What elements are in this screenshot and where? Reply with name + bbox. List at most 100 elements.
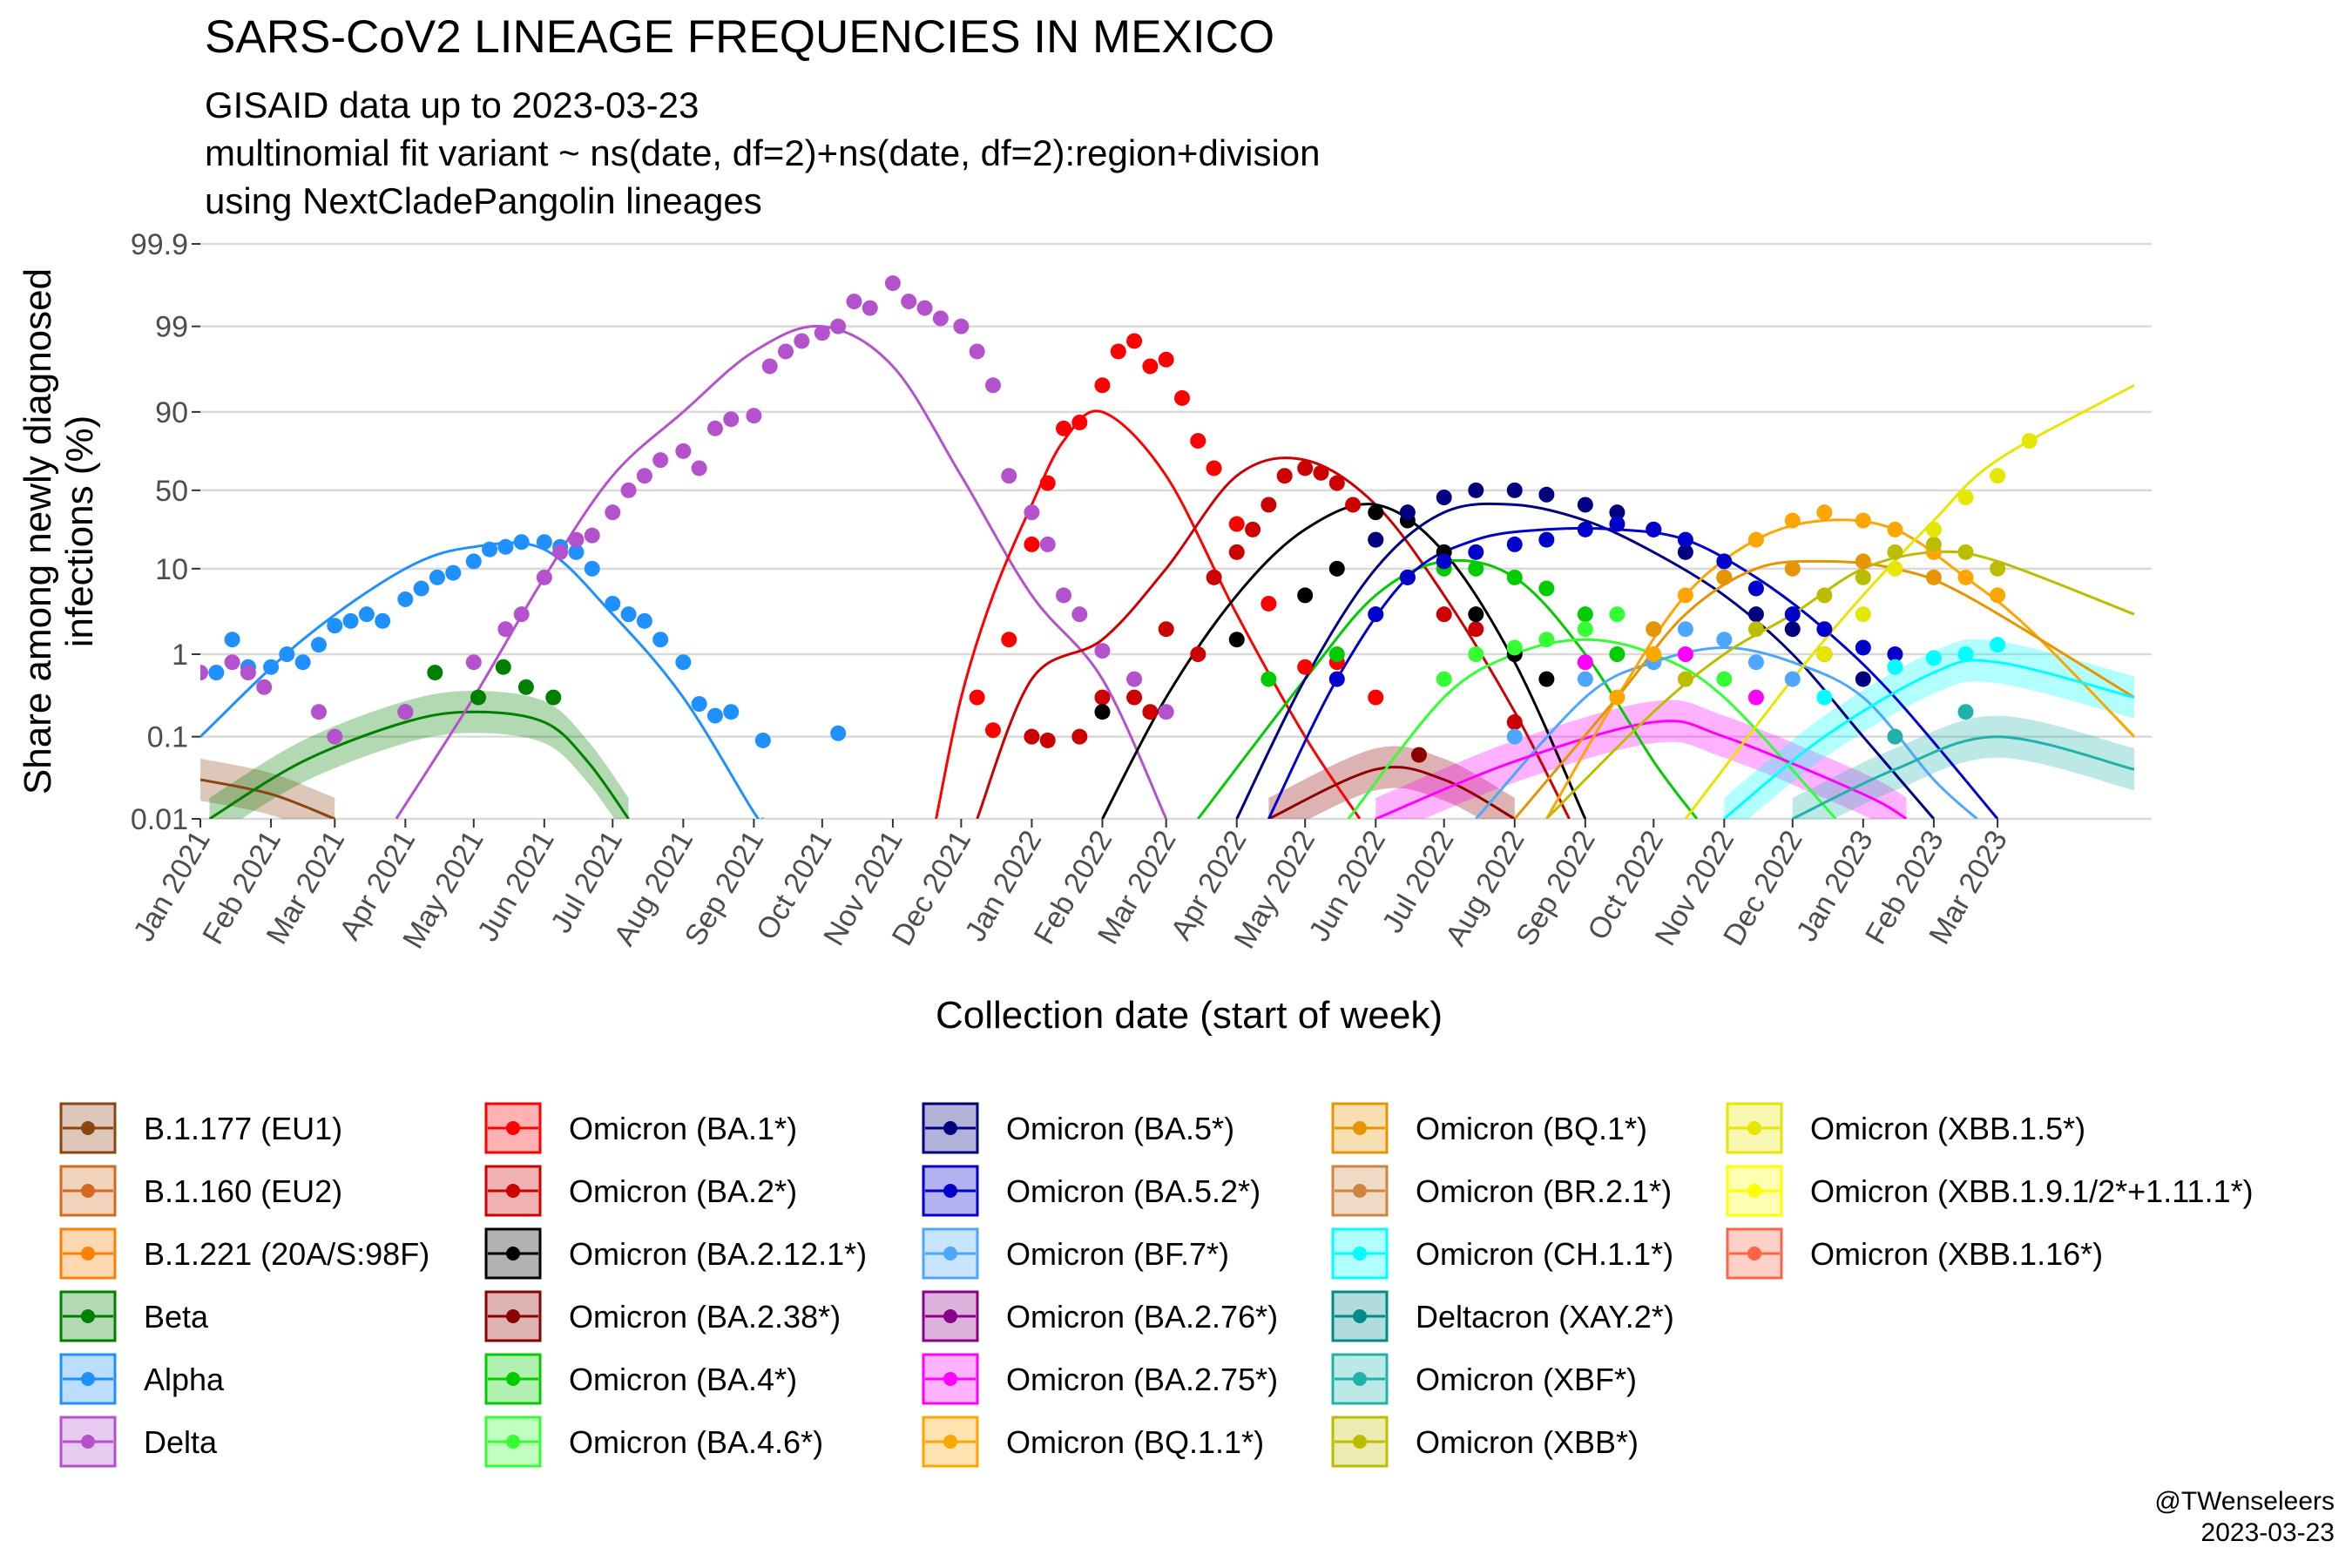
point-omicron-ba-2-12-1 bbox=[1297, 587, 1314, 604]
point-alpha bbox=[208, 665, 225, 681]
point-omicron-ba-2 bbox=[1328, 475, 1345, 491]
point-omicron-ba-5 bbox=[1538, 486, 1555, 503]
point-omicron-ba-4-6 bbox=[1506, 639, 1523, 656]
point-omicron-ba-4 bbox=[1468, 560, 1484, 577]
point-delta bbox=[1071, 606, 1088, 623]
point-omicron-ba-1 bbox=[1142, 358, 1159, 375]
point-omicron-ba-1 bbox=[1158, 351, 1174, 368]
point-omicron-ba-5-2 bbox=[1538, 531, 1555, 548]
legend-item: Deltacron (XAY.2*) bbox=[1331, 1290, 1674, 1342]
point-delta bbox=[1001, 468, 1017, 484]
legend-item: Alpha bbox=[59, 1353, 225, 1405]
point-delta bbox=[200, 665, 208, 681]
point-alpha bbox=[620, 606, 637, 623]
point-delta bbox=[605, 504, 621, 521]
point-omicron-ba-1 bbox=[969, 689, 985, 706]
point-alpha bbox=[263, 659, 280, 675]
legend-key-point bbox=[1353, 1184, 1367, 1198]
point-omicron-xbb bbox=[1747, 621, 1764, 638]
point-omicron-ba-5-2 bbox=[1368, 606, 1384, 623]
legend-label: Omicron (BQ.1.1*) bbox=[1006, 1424, 1264, 1460]
point-omicron-bq-1-1 bbox=[1957, 569, 1974, 585]
point-alpha bbox=[429, 569, 445, 585]
point-alpha bbox=[465, 553, 482, 570]
point-delta bbox=[723, 411, 740, 428]
legend-label: Deltacron (XAY.2*) bbox=[1416, 1299, 1674, 1335]
point-beta bbox=[495, 659, 511, 675]
point-omicron-ba-2 bbox=[1228, 544, 1245, 560]
point-delta bbox=[794, 333, 810, 349]
point-alpha bbox=[691, 696, 707, 713]
legend-item: Omicron (BA.5.2*) bbox=[922, 1165, 1260, 1217]
point-omicron-ba-4-6 bbox=[1436, 671, 1452, 687]
point-alpha bbox=[830, 725, 847, 741]
point-alpha bbox=[754, 732, 771, 748]
point-delta bbox=[1024, 504, 1040, 521]
legend-key-point bbox=[943, 1435, 957, 1449]
point-omicron-ba-5-2 bbox=[1855, 639, 1871, 656]
point-omicron-bq-1-1 bbox=[1816, 504, 1833, 521]
point-delta bbox=[310, 704, 327, 720]
point-omicron-bq-1 bbox=[1855, 553, 1871, 570]
legend-item: B.1.221 (20A/S:98F) bbox=[59, 1227, 429, 1280]
point-omicron-ba-2 bbox=[1436, 606, 1452, 623]
point-delta bbox=[552, 544, 569, 560]
point-delta bbox=[536, 569, 552, 585]
point-omicron-ba-1 bbox=[1206, 460, 1222, 476]
band-beta bbox=[209, 691, 629, 819]
point-omicron-ba-1 bbox=[1039, 475, 1056, 491]
point-omicron-ba-4 bbox=[1609, 646, 1625, 663]
point-omicron-xbf bbox=[1957, 704, 1974, 720]
legend-label: Omicron (XBF*) bbox=[1416, 1362, 1637, 1397]
point-alpha bbox=[294, 654, 311, 671]
point-omicron-ba-4 bbox=[1328, 646, 1345, 663]
point-omicron-bq-1-1 bbox=[1855, 512, 1871, 529]
point-omicron-xbb-1-5 bbox=[1957, 490, 1974, 506]
fit-line-b-1-177-eu1 bbox=[200, 778, 335, 819]
point-omicron-ba-5-2 bbox=[1436, 553, 1452, 570]
legend-item: Omicron (BA.2.76*) bbox=[922, 1290, 1278, 1342]
point-delta bbox=[691, 460, 707, 476]
point-alpha bbox=[675, 654, 692, 671]
point-omicron-ba-5-2 bbox=[1887, 646, 1903, 663]
point-omicron-ba-1 bbox=[1024, 536, 1040, 552]
point-omicron-ba-2-12-1 bbox=[1368, 504, 1384, 521]
point-omicron-ba-2 bbox=[1245, 521, 1261, 537]
point-omicron-ba-2 bbox=[1158, 621, 1174, 638]
point-omicron-ba-1 bbox=[1173, 389, 1190, 406]
point-omicron-xbb-1-5 bbox=[1990, 468, 2006, 484]
point-omicron-ba-2 bbox=[1094, 689, 1111, 706]
point-omicron-ch-1-1 bbox=[1957, 646, 1974, 663]
point-omicron-ba-4-6 bbox=[1538, 632, 1555, 648]
point-omicron-ch-1-1 bbox=[1816, 689, 1833, 706]
point-omicron-ba-1 bbox=[1094, 377, 1111, 394]
fit-line-omicron-bf-7 bbox=[1475, 645, 1978, 819]
point-omicron-bq-1-1 bbox=[1747, 531, 1764, 548]
point-omicron-ba-4 bbox=[1577, 606, 1593, 623]
legend-label: Omicron (BF.7*) bbox=[1006, 1236, 1229, 1272]
point-alpha bbox=[279, 646, 295, 663]
point-alpha bbox=[706, 707, 723, 724]
legend-label: Omicron (BA.4*) bbox=[569, 1362, 797, 1397]
point-alpha bbox=[605, 595, 621, 612]
legend-key-point bbox=[506, 1309, 520, 1323]
band-omicron-ba-2-38 bbox=[1268, 746, 1515, 819]
legend-item: Omicron (BA.1*) bbox=[484, 1102, 797, 1154]
point-omicron-ba-2-12-1 bbox=[1328, 560, 1345, 577]
chart-title: SARS-CoV2 LINEAGE FREQUENCIES IN MEXICO bbox=[205, 11, 1274, 63]
point-delta bbox=[830, 318, 847, 335]
point-omicron-ba-4-6 bbox=[1577, 621, 1593, 638]
point-alpha bbox=[652, 632, 669, 648]
point-delta bbox=[584, 527, 600, 544]
point-omicron-bq-1-1 bbox=[1990, 587, 2006, 604]
point-delta bbox=[1094, 643, 1111, 659]
legend-key-point bbox=[943, 1184, 957, 1198]
legend-item: Omicron (BA.4*) bbox=[484, 1353, 797, 1405]
point-omicron-ba-2-12-1 bbox=[1228, 632, 1245, 648]
legend-label: Beta bbox=[144, 1299, 209, 1335]
band-omicron-ch-1-1 bbox=[1724, 639, 2134, 819]
legend-item: Omicron (BA.2*) bbox=[484, 1165, 797, 1217]
point-omicron-ba-5 bbox=[1747, 606, 1764, 623]
point-alpha bbox=[375, 612, 391, 629]
legend-label: Alpha bbox=[144, 1362, 225, 1397]
